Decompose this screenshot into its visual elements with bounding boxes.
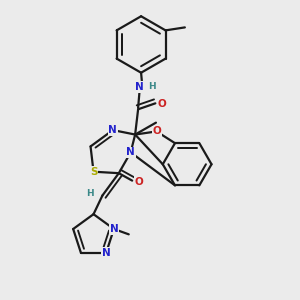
Text: N: N [102,248,110,258]
Text: O: O [152,126,161,136]
Text: N: N [109,125,117,135]
Text: N: N [126,147,135,158]
Text: H: H [86,190,94,199]
Text: S: S [90,167,97,177]
Text: N: N [135,82,144,92]
Text: O: O [134,177,143,187]
Text: N: N [110,224,118,234]
Text: O: O [158,99,166,109]
Text: H: H [148,82,155,91]
